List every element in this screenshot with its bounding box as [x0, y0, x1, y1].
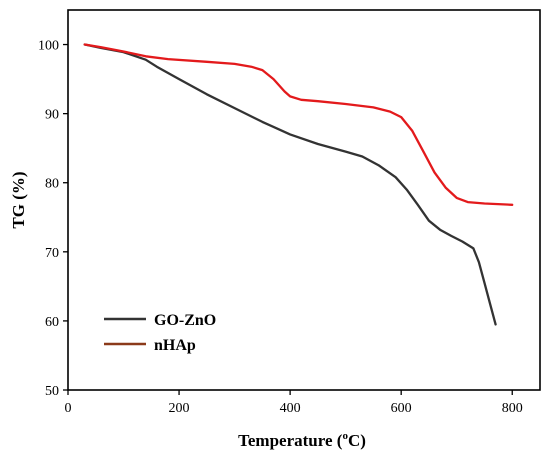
y-tick-label: 60 — [45, 315, 59, 330]
series-lines — [83, 43, 514, 326]
y-tick-label: 90 — [45, 108, 59, 123]
x-tick-label: 200 — [169, 401, 190, 416]
y-axis-title: TG (%) — [9, 171, 28, 228]
y-tick-label: 100 — [38, 39, 59, 54]
series-line-nhap — [83, 43, 514, 206]
plot-frame — [67, 9, 541, 391]
axis-ticks: 0 200 400 600 800 50 60 70 80 90 100 — [38, 39, 523, 416]
x-axis-title: Temperature (oC) — [238, 430, 366, 450]
y-tick-label: 50 — [45, 384, 59, 399]
x-tick-label: 0 — [65, 401, 72, 416]
series-line-go-zno — [83, 43, 497, 326]
x-tick-label: 400 — [280, 401, 301, 416]
legend-label-nhap: nHAp — [154, 337, 196, 354]
x-tick-label: 800 — [502, 401, 523, 416]
legend-label-go-zno: GO-ZnO — [154, 312, 216, 329]
y-tick-label: 70 — [45, 246, 59, 261]
legend: GO-ZnO nHAp — [104, 312, 216, 354]
y-tick-label: 80 — [45, 177, 59, 192]
x-tick-label: 600 — [391, 401, 412, 416]
